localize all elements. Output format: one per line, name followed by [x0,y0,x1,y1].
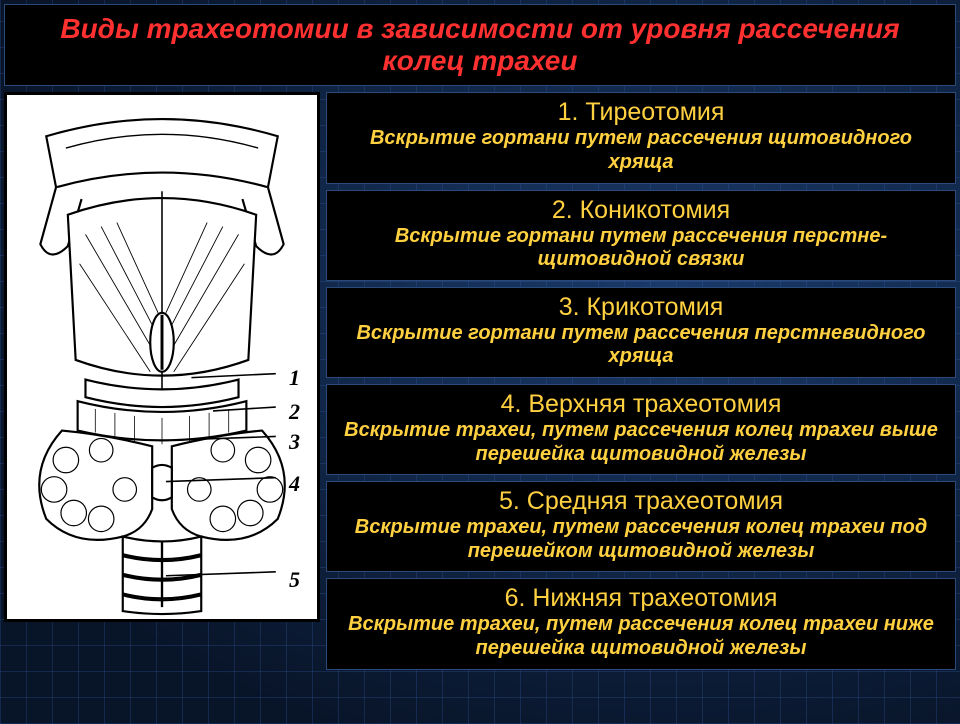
item-description: Вскрытие трахеи, путем рассечения колец … [337,419,945,466]
list-item: 3. Крикотомия Вскрытие гортани путем рас… [326,287,956,378]
item-heading: 6. Нижняя трахеотомия [337,583,945,613]
item-description: Вскрытие гортани путем рассечения перстн… [337,225,945,272]
item-heading: 2. Коникотомия [337,195,945,225]
title-bar: Виды трахеотомии в зависимости от уровня… [4,4,956,86]
diagram-label-4: 4 [289,471,300,497]
content-row: 1 2 3 4 5 1. Тиреотомия Вскрытие гортани… [0,92,960,669]
diagram-label-3: 3 [289,429,300,455]
item-description: Вскрытие трахеи, путем рассечения колец … [337,516,945,563]
list-item: 1. Тиреотомия Вскрытие гортани путем рас… [326,92,956,183]
item-description: Вскрытие гортани путем рассечения щитови… [337,127,945,174]
list-item: 5. Средняя трахеотомия Вскрытие трахеи, … [326,481,956,572]
diagram-label-5: 5 [289,567,300,593]
diagram-label-1: 1 [289,365,300,391]
list-item: 6. Нижняя трахеотомия Вскрытие трахеи, п… [326,578,956,669]
item-heading: 5. Средняя трахеотомия [337,486,945,516]
item-description: Вскрытие трахеи, путем рассечения колец … [337,613,945,660]
item-description: Вскрытие гортани путем рассечения перстн… [337,322,945,369]
page-title: Виды трахеотомии в зависимости от уровня… [17,13,943,77]
list-item: 4. Верхняя трахеотомия Вскрытие трахеи, … [326,384,956,475]
diagram-label-2: 2 [289,399,300,425]
item-heading: 1. Тиреотомия [337,97,945,127]
larynx-trachea-illustration [7,95,317,619]
list-item: 2. Коникотомия Вскрытие гортани путем ра… [326,190,956,281]
anatomy-diagram: 1 2 3 4 5 [4,92,320,622]
item-heading: 3. Крикотомия [337,292,945,322]
item-heading: 4. Верхняя трахеотомия [337,389,945,419]
tracheotomy-types-list: 1. Тиреотомия Вскрытие гортани путем рас… [326,92,956,669]
